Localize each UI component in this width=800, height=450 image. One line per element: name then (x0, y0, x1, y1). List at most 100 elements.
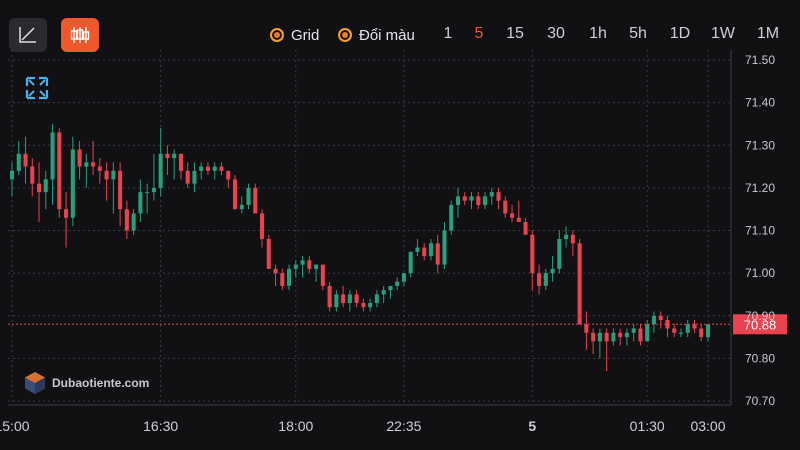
candle-body (246, 187, 251, 205)
candle-body (50, 132, 55, 180)
candle (462, 192, 467, 205)
candle-body (97, 166, 102, 171)
candle-body (118, 170, 123, 210)
timeframe-1[interactable]: 1 (443, 25, 453, 42)
candle (591, 328, 596, 355)
last-price-line: 70.88 (8, 314, 787, 335)
timeframe-5[interactable]: 5 (474, 25, 484, 42)
watermark: Dubaotiente.com (22, 370, 149, 396)
candle (685, 320, 690, 338)
candle (408, 251, 413, 278)
candle (651, 311, 656, 333)
candle (253, 183, 258, 214)
timeframe-1d[interactable]: 1D (669, 25, 691, 42)
candle-body (388, 285, 393, 291)
candle (550, 256, 555, 282)
candle (503, 196, 508, 218)
time-tick-label: 22:35 (386, 418, 421, 434)
time-tick-label: 5 (528, 418, 536, 434)
candle (381, 285, 386, 303)
timeframe-5h[interactable]: 5h (629, 25, 647, 42)
candle (557, 230, 562, 274)
candle-body (638, 328, 643, 342)
candle (604, 328, 609, 372)
price-tick-label: 70.90 (745, 309, 775, 323)
candle (672, 324, 677, 338)
candle-body (368, 302, 373, 308)
candle (64, 192, 69, 248)
time-tick-label: 18:00 (278, 418, 313, 434)
candle (293, 260, 298, 278)
candle (611, 328, 616, 346)
candle-body (543, 273, 548, 286)
candle (246, 183, 251, 210)
candle (422, 243, 427, 261)
candle-body (705, 324, 711, 338)
candle-body (449, 204, 454, 231)
candle (320, 264, 325, 291)
candle (151, 153, 156, 201)
price-tick-label: 71.00 (745, 266, 775, 280)
price-tick-label: 71.50 (745, 53, 775, 67)
candle-body (199, 166, 204, 171)
chart-grid (8, 50, 732, 406)
candle-body (37, 183, 42, 193)
candle-body (9, 170, 15, 180)
line-chart-button[interactable] (9, 18, 47, 52)
grid-toggle-label: Grid (291, 26, 320, 44)
candle (435, 234, 440, 274)
candle (645, 320, 650, 342)
candle-body (395, 281, 400, 286)
toolbar: Grid Đổi màu 1 5 15 30 1h 5h 1D 1W 1M (0, 0, 800, 70)
last-price-label: 70.88 (744, 317, 777, 332)
candle-body (185, 170, 190, 184)
candle (212, 162, 217, 180)
candle (341, 285, 346, 308)
timeframe-15[interactable]: 15 (506, 25, 524, 42)
time-axis: 15:00 16:30 18:00 22:35 5 01:30 03:00 (0, 418, 726, 434)
candle (415, 239, 420, 257)
candle-body (165, 153, 170, 159)
candle-body (584, 324, 589, 333)
timeframe-1m[interactable]: 1M (756, 25, 780, 42)
time-tick-label: 16:30 (143, 418, 178, 434)
grid-toggle[interactable]: Grid (270, 25, 319, 45)
candlestick-button[interactable] (61, 18, 99, 52)
candle-body (145, 192, 150, 194)
candle (314, 264, 319, 282)
timeframe-30[interactable]: 30 (547, 25, 565, 42)
candle (9, 162, 15, 197)
candle-body (577, 243, 582, 325)
candle-body (482, 196, 488, 205)
timeframe-1h[interactable]: 1h (589, 25, 607, 42)
timeframe-1w[interactable]: 1W (711, 25, 735, 42)
candle (77, 140, 82, 180)
candle (158, 128, 163, 197)
fullscreen-icon[interactable] (25, 76, 49, 100)
candle-body (455, 196, 461, 205)
candle-body (253, 187, 258, 214)
candle-body (523, 221, 528, 235)
candle (584, 311, 589, 350)
candle-body (489, 192, 494, 197)
candle-body (516, 217, 521, 222)
candle (16, 140, 21, 176)
candle-body (138, 192, 143, 214)
candle (219, 162, 224, 176)
candle (597, 328, 602, 359)
candle-body (334, 294, 339, 308)
price-tick-label: 70.80 (745, 351, 775, 365)
candle-body (591, 332, 596, 342)
candle-body (43, 179, 48, 193)
candle-body (280, 273, 285, 286)
color-toggle[interactable]: Đổi màu (338, 25, 415, 45)
candle-body (30, 166, 35, 184)
candle (172, 149, 177, 180)
candle-body (300, 260, 305, 265)
candle (131, 209, 136, 235)
candle (361, 298, 366, 312)
candle (259, 209, 265, 248)
candle-body (91, 162, 96, 167)
candle (111, 162, 116, 214)
